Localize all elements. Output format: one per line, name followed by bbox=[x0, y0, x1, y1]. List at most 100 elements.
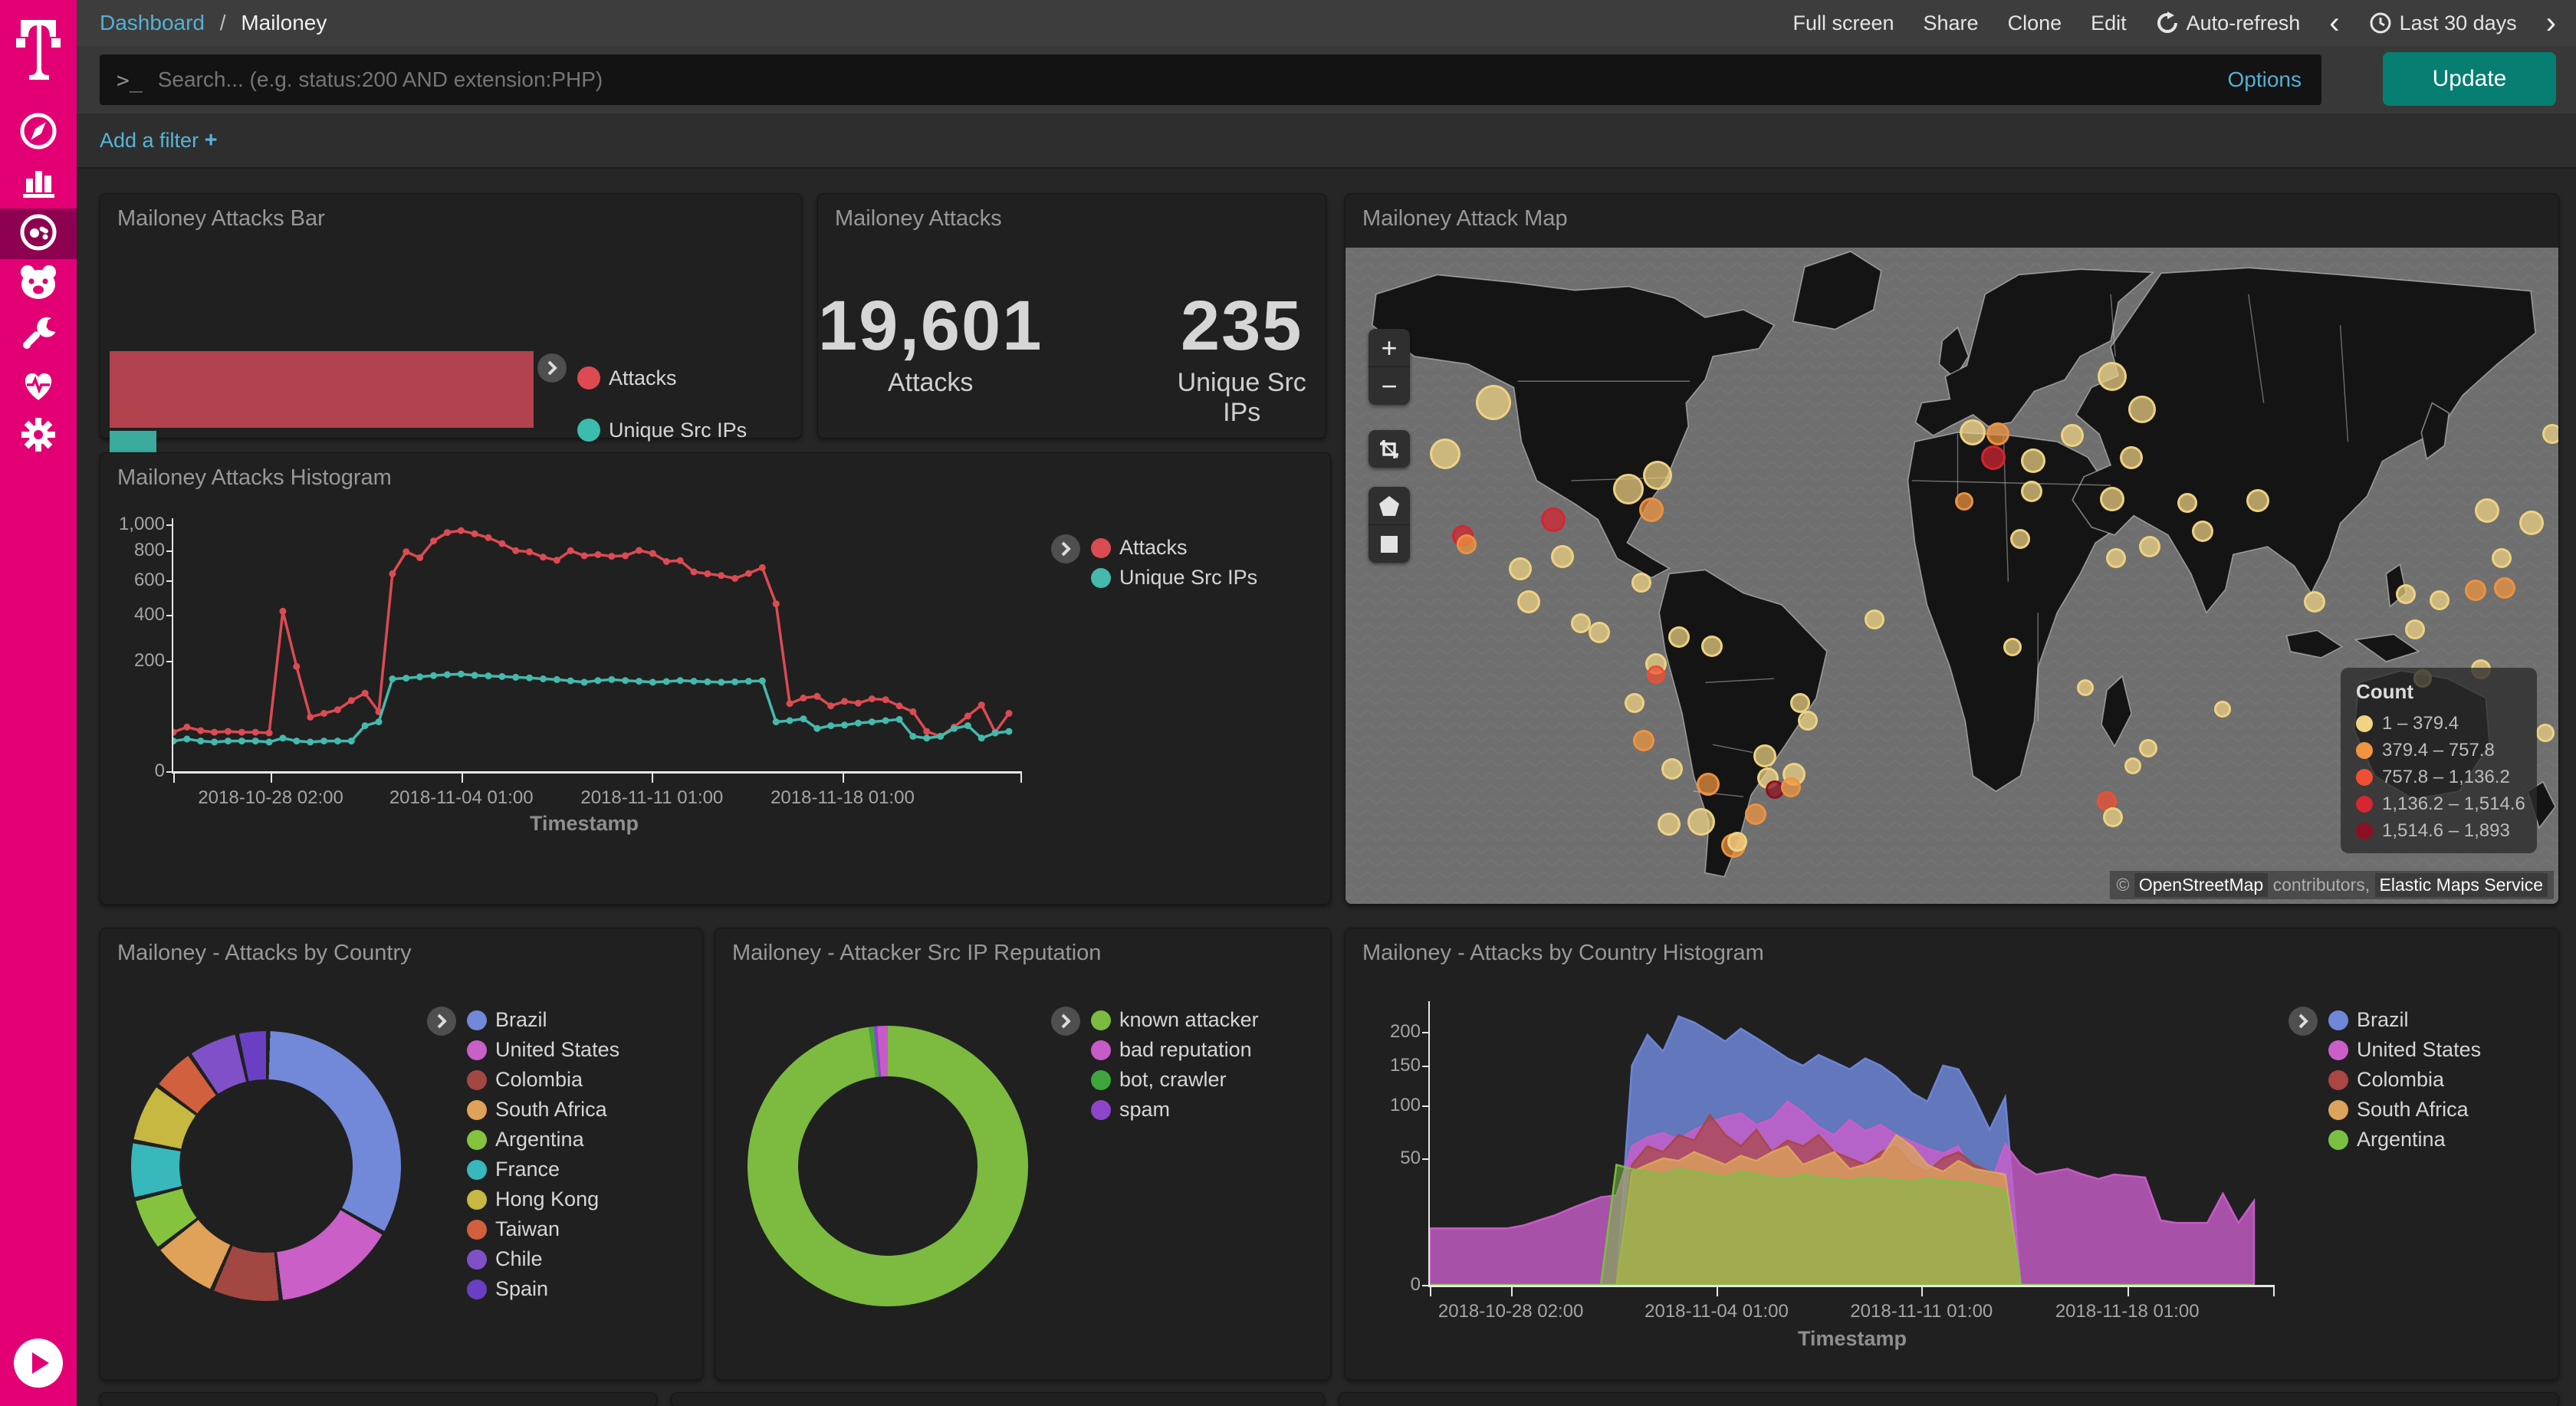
attack-bubble[interactable] bbox=[1980, 445, 2006, 470]
legend-item[interactable]: United States bbox=[467, 1035, 619, 1065]
sidebar-item-monitoring[interactable] bbox=[0, 360, 77, 411]
attack-bubble[interactable] bbox=[2128, 396, 2157, 424]
legend-item[interactable]: Taiwan bbox=[467, 1214, 619, 1244]
legend-item[interactable]: Brazil bbox=[467, 1005, 619, 1035]
attack-bubble[interactable] bbox=[1457, 534, 1477, 554]
attack-bubble[interactable] bbox=[2192, 520, 2214, 542]
legend-toggle-button[interactable] bbox=[1051, 1007, 1080, 1036]
attack-bubble[interactable] bbox=[1633, 729, 1655, 751]
attack-bubble[interactable] bbox=[2304, 591, 2326, 613]
update-button[interactable]: Update bbox=[2383, 52, 2556, 106]
attack-bubble[interactable] bbox=[1631, 573, 1651, 593]
options-link[interactable]: Options bbox=[2227, 67, 2302, 91]
full-screen-button[interactable]: Full screen bbox=[1792, 11, 1894, 34]
legend-item[interactable]: 1,514.6 – 1,893 bbox=[2356, 817, 2537, 844]
legend-item[interactable]: South Africa bbox=[467, 1095, 619, 1125]
legend-item[interactable]: Unique Src IPs bbox=[577, 404, 747, 456]
attack-bubble[interactable] bbox=[1986, 422, 2010, 446]
legend-item[interactable]: Attacks bbox=[1091, 533, 1257, 563]
legend-item[interactable]: 1 – 379.4 bbox=[2356, 710, 2537, 737]
attack-bubble[interactable] bbox=[2009, 529, 2030, 550]
attack-bubble[interactable] bbox=[2138, 536, 2160, 558]
telekom-logo[interactable] bbox=[0, 11, 77, 84]
attack-bubble[interactable] bbox=[1624, 693, 1644, 714]
attack-bubble[interactable] bbox=[2429, 590, 2450, 610]
legend-item[interactable]: South Africa bbox=[2328, 1095, 2481, 1125]
collapse-nav-button[interactable] bbox=[14, 1339, 63, 1388]
legend-item[interactable]: Hong Kong bbox=[467, 1184, 619, 1214]
attack-bubble[interactable] bbox=[2491, 547, 2512, 568]
legend-toggle-button[interactable] bbox=[2288, 1007, 2318, 1036]
draw-polygon-button[interactable] bbox=[1368, 487, 1410, 524]
legend-item[interactable]: Brazil bbox=[2328, 1005, 2481, 1035]
clone-button[interactable]: Clone bbox=[2007, 11, 2062, 34]
legend-item[interactable]: United States bbox=[2328, 1035, 2481, 1065]
attack-bubble[interactable] bbox=[2246, 489, 2269, 513]
auto-refresh-button[interactable]: Auto-refresh bbox=[2156, 11, 2300, 35]
sidebar-item-devtools[interactable] bbox=[0, 310, 77, 360]
attack-bubble[interactable] bbox=[1642, 461, 1672, 491]
attack-bubble[interactable] bbox=[1954, 492, 1973, 511]
area-chart-canvas[interactable] bbox=[1430, 1001, 2273, 1285]
bar-attacks[interactable] bbox=[110, 351, 534, 428]
attack-bubble[interactable] bbox=[1790, 693, 1811, 714]
legend-item[interactable]: 379.4 – 757.8 bbox=[2356, 737, 2537, 764]
zoom-out-button[interactable]: − bbox=[1368, 366, 1410, 405]
sidebar-item-discover[interactable] bbox=[0, 107, 77, 158]
world-map[interactable]: + − Count 1 – 379.4 379.4 – 757.8 757.8 – … bbox=[1346, 248, 2558, 904]
fit-bounds-icon[interactable] bbox=[1368, 430, 1410, 468]
attack-bubble[interactable] bbox=[2124, 757, 2141, 775]
attack-bubble[interactable] bbox=[2542, 424, 2558, 445]
attack-bubble[interactable] bbox=[1744, 803, 1766, 825]
legend-item[interactable]: bot, crawler bbox=[1091, 1065, 1259, 1095]
attack-bubble[interactable] bbox=[2494, 577, 2516, 600]
attack-bubble[interactable] bbox=[1551, 545, 1575, 569]
edit-button[interactable]: Edit bbox=[2091, 11, 2127, 34]
legend-toggle-button[interactable] bbox=[427, 1007, 456, 1036]
legend-toggle-button[interactable] bbox=[537, 353, 567, 383]
legend-item[interactable]: Unique Src IPs bbox=[1091, 563, 1257, 593]
attack-bubble[interactable] bbox=[1570, 613, 1591, 633]
legend-item[interactable]: Colombia bbox=[467, 1065, 619, 1095]
attack-bubble[interactable] bbox=[2077, 678, 2095, 696]
sidebar-item-visualize[interactable] bbox=[0, 158, 77, 209]
openstreetmap-link[interactable]: OpenStreetMap bbox=[2134, 873, 2269, 897]
attack-bubble[interactable] bbox=[1476, 385, 1511, 421]
legend-item[interactable]: bad reputation bbox=[1091, 1035, 1259, 1065]
elastic-maps-service-link[interactable]: Elastic Maps Service bbox=[2374, 873, 2548, 897]
attack-bubble[interactable] bbox=[1658, 812, 1681, 836]
attack-bubble[interactable] bbox=[1687, 808, 1715, 836]
time-forward-button[interactable]: › bbox=[2545, 6, 2556, 40]
attack-bubble[interactable] bbox=[2097, 361, 2127, 391]
attack-bubble[interactable] bbox=[2105, 547, 2126, 568]
legend-item[interactable]: known attacker bbox=[1091, 1005, 1259, 1035]
legend-item[interactable]: 757.8 – 1,136.2 bbox=[2356, 764, 2537, 790]
legend-item[interactable]: Colombia bbox=[2328, 1065, 2481, 1095]
legend-item[interactable]: Chile bbox=[467, 1244, 619, 1274]
attack-bubble[interactable] bbox=[1697, 773, 1720, 797]
draw-rectangle-button[interactable] bbox=[1368, 524, 1410, 563]
legend-item[interactable]: Argentina bbox=[2328, 1125, 2481, 1155]
attack-bubble[interactable] bbox=[1797, 711, 1818, 731]
legend-item[interactable]: Attacks bbox=[577, 352, 747, 404]
attack-bubble[interactable] bbox=[1638, 497, 1664, 522]
time-range-picker[interactable]: Last 30 days bbox=[2369, 11, 2517, 35]
sidebar-item-tpot[interactable] bbox=[0, 259, 77, 310]
attack-bubble[interactable] bbox=[1668, 626, 1691, 649]
attack-bubble[interactable] bbox=[1429, 438, 1460, 469]
attack-bubble[interactable] bbox=[2099, 486, 2124, 511]
attack-bubble[interactable] bbox=[1508, 557, 1532, 580]
attack-bubble[interactable] bbox=[2103, 807, 2124, 827]
attack-bubble[interactable] bbox=[1864, 609, 1884, 630]
legend-toggle-button[interactable] bbox=[1051, 534, 1080, 563]
attack-bubble[interactable] bbox=[1727, 831, 1747, 852]
attack-bubble[interactable] bbox=[2020, 448, 2045, 474]
search-input[interactable] bbox=[156, 67, 2228, 93]
add-filter-link[interactable]: Add a filter + bbox=[100, 127, 218, 153]
attack-bubble[interactable] bbox=[2177, 492, 2197, 513]
attack-bubble[interactable] bbox=[2003, 638, 2022, 657]
time-back-button[interactable]: ‹ bbox=[2329, 6, 2340, 40]
attack-bubble[interactable] bbox=[2405, 619, 2426, 640]
attack-bubble[interactable] bbox=[2139, 739, 2158, 758]
attack-bubble[interactable] bbox=[1780, 777, 1801, 797]
